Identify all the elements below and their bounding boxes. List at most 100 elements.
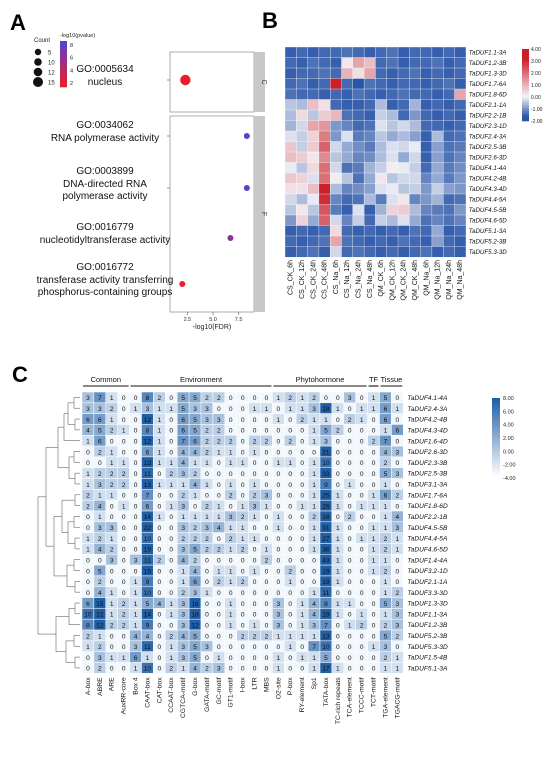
panel-c-cell-value: 0 (134, 428, 138, 435)
panel-b-cell (318, 151, 331, 163)
panel-c-cell-value: 3 (229, 514, 233, 521)
panel-c-cell-value: 4 (217, 525, 221, 532)
panel-b-cell (363, 172, 376, 184)
panel-c-cell-value: 1 (372, 568, 376, 575)
panel-c-cell-value: 1 (158, 514, 162, 521)
panel-b-legend-swatch (522, 57, 529, 60)
panel-b-cell (352, 141, 365, 153)
go-term-description: RNA polymerase activity (51, 133, 159, 144)
panel-c-cell-value: 0 (253, 579, 257, 586)
panel-c-group-label: Tissue (380, 375, 402, 384)
panel-c-cell-value: 0 (288, 547, 292, 554)
panel-c-cell-value: 2 (193, 525, 197, 532)
panel-c-cell-value: 0 (300, 428, 304, 435)
panel-c-cell-value: 4 (98, 547, 102, 554)
panel-b-cell (296, 204, 308, 216)
panel-c-cell-value: 1 (134, 622, 138, 629)
panel-b-cell (296, 67, 308, 79)
panel-b-legend-swatch (522, 99, 529, 102)
panel-c-cell-value: 1 (265, 547, 269, 554)
panel-c-column-label: CGTCA-motif (180, 677, 187, 718)
panel-b-cell (420, 225, 433, 237)
panel-b-cell (363, 46, 376, 58)
panel-c-legend-swatch (492, 460, 500, 463)
panel-c-cell-value: 0 (288, 655, 292, 662)
panel-b-cell (341, 193, 354, 205)
panel-b-cell (386, 183, 399, 195)
panel-c-column-label: G-box (192, 677, 199, 696)
panel-c-cell-value: 7 (384, 439, 388, 446)
panel-c-cell-value: 0 (169, 439, 173, 446)
panel-b-cell (431, 162, 444, 174)
panel-c-cell-value: 2 (205, 439, 209, 446)
panel-b-cell (386, 225, 399, 237)
panel-b-cell (409, 172, 421, 184)
panel-b-row-label: TaDUF4.3-4D (469, 186, 507, 193)
panel-c-cell-value: 1 (229, 601, 233, 608)
panel-c-cell-value: 1 (193, 514, 197, 521)
panel-c-cell-value: 14 (144, 514, 152, 521)
panel-c-cell-value: 1 (312, 525, 316, 532)
panel-b-row-label: TaDUF1.7-6A (469, 81, 507, 88)
panel-b-cell (420, 67, 433, 79)
panel-b-cell (397, 141, 410, 153)
panel-c-cell-value: 3 (265, 493, 269, 500)
panel-c-cell-value: 0 (300, 644, 304, 651)
panel-c-cell-value: 1 (181, 568, 185, 575)
panel-c-cell-value: 12 (96, 612, 104, 619)
panel-c-cell-value: 2 (253, 493, 257, 500)
panel-c-cell-value: 1 (384, 514, 388, 521)
panel-c-cell-value: 5 (181, 406, 185, 413)
panel-c-cell-value: 3 (86, 406, 90, 413)
panel-c-cell-value: 1 (312, 493, 316, 500)
panel-c-cell-value: 0 (277, 471, 281, 478)
panel-c-cell-value: 0 (158, 536, 162, 543)
panel-c-cell-value: 0 (122, 395, 126, 402)
panel-b-row-label: TaDUF2.2-1B (469, 113, 507, 120)
panel-c-cell-value: 1 (169, 655, 173, 662)
panel-b-cell (307, 141, 320, 153)
panel-c-cell-value: 0 (265, 460, 269, 467)
panel-a-go-dotplot: Count 5 10 12 15 -log10(pvalue) 8 6 4 2 C F GO:0… (33, 33, 267, 331)
panel-c-cell-value: 1 (384, 590, 388, 597)
panel-b-legend-swatch (522, 119, 529, 122)
panel-c-group-label: Common (91, 375, 121, 384)
panel-b-cell (375, 109, 388, 121)
panel-c-cell-value: 0 (288, 449, 292, 456)
panel-c-cell-value: 3 (98, 655, 102, 662)
panel-b-cell (454, 162, 467, 174)
panel-b-legend-swatch (522, 85, 529, 88)
panel-c-cell-value: 0 (169, 417, 173, 424)
panel-c-cell-value: 1 (277, 417, 281, 424)
panel-b-cell (284, 99, 297, 111)
panel-c-cell-value: 0 (217, 460, 221, 467)
panel-b-column-label: QM_Na_48h (457, 260, 464, 300)
panel-c-row-labels: TaDUF4.1-4A TaDUF2.4-3A TaDUF4.2-4B TaDUF4.… (407, 395, 448, 672)
panel-c-cell-value: 0 (241, 590, 245, 597)
panel-c-cell-value: 10 (84, 612, 92, 619)
panel-b-cell (409, 225, 421, 237)
panel-c-cell-value: 0 (122, 439, 126, 446)
panel-c-cell-value: 0 (277, 558, 281, 565)
panel-b-legend-swatch (522, 95, 529, 98)
panel-b-column-label: QM_Na_12h (435, 260, 442, 300)
panel-b-cell (454, 57, 467, 69)
panel-c-cell-value: 4 (181, 460, 185, 467)
panel-c-cell-value: 5 (98, 428, 102, 435)
panel-b-cell (363, 183, 376, 195)
panel-c-cell-value: 13 (322, 633, 330, 640)
pvalue-legend-swatch (60, 69, 67, 72)
panel-c-cell-value: 1 (372, 493, 376, 500)
panel-c-cell-value: 1 (86, 536, 90, 543)
facet-f-strip-label: F (260, 212, 267, 216)
panel-b-cell (318, 162, 331, 174)
panel-c-cell-value: 3 (312, 622, 316, 629)
panel-c-cell-value: 0 (360, 547, 364, 554)
panel-b-cell (341, 109, 354, 121)
panel-b-cell (318, 214, 331, 226)
count-legend-dot (33, 67, 43, 77)
panel-c-cell-value: 1 (98, 633, 102, 640)
panel-b-cell (330, 193, 342, 205)
panel-c-cell-value: 0 (158, 579, 162, 586)
panel-c-cell-value: 3 (312, 406, 316, 413)
